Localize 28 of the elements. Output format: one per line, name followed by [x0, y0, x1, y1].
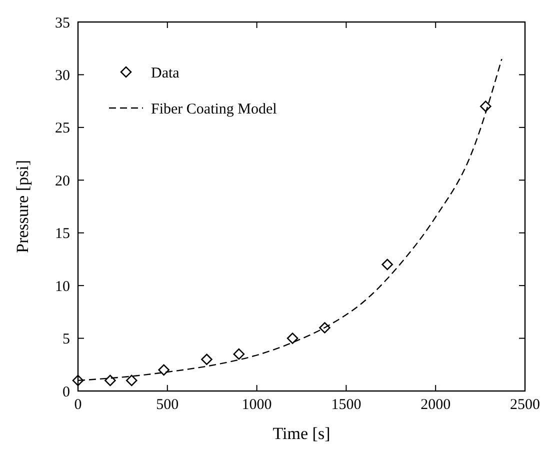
point — [286, 332, 298, 344]
x-tick-label: 500 — [156, 397, 179, 413]
y-tick-label: 0 — [62, 384, 70, 400]
x-tick-label: 0 — [74, 397, 82, 413]
x-tick-label: 1500 — [331, 397, 362, 413]
point — [72, 374, 84, 386]
point — [126, 374, 138, 386]
y-tick-label: 20 — [55, 173, 70, 190]
x-tick-label: 1000 — [242, 397, 272, 413]
y-tick-label: 10 — [55, 278, 70, 295]
x-axis-title: Time [s] — [272, 424, 330, 443]
x-tick-label: 2500 — [510, 397, 540, 413]
y-axis-title: Pressure [psi] — [13, 160, 32, 254]
point — [382, 258, 393, 270]
point — [319, 322, 330, 334]
y-tick-label: 35 — [55, 15, 70, 32]
x-tick-label: 2000 — [420, 397, 451, 413]
y-tick-label: 30 — [55, 68, 70, 84]
point — [480, 100, 492, 112]
y-tick-label: 5 — [62, 332, 70, 348]
point — [233, 348, 245, 360]
point — [158, 364, 170, 376]
y-tick-label: 25 — [55, 120, 70, 137]
y-tick-label: 15 — [55, 226, 70, 242]
point — [201, 354, 212, 366]
legend-label: Fiber Coating Model — [151, 101, 277, 118]
legend-label: Data — [151, 65, 180, 82]
point — [104, 374, 116, 386]
